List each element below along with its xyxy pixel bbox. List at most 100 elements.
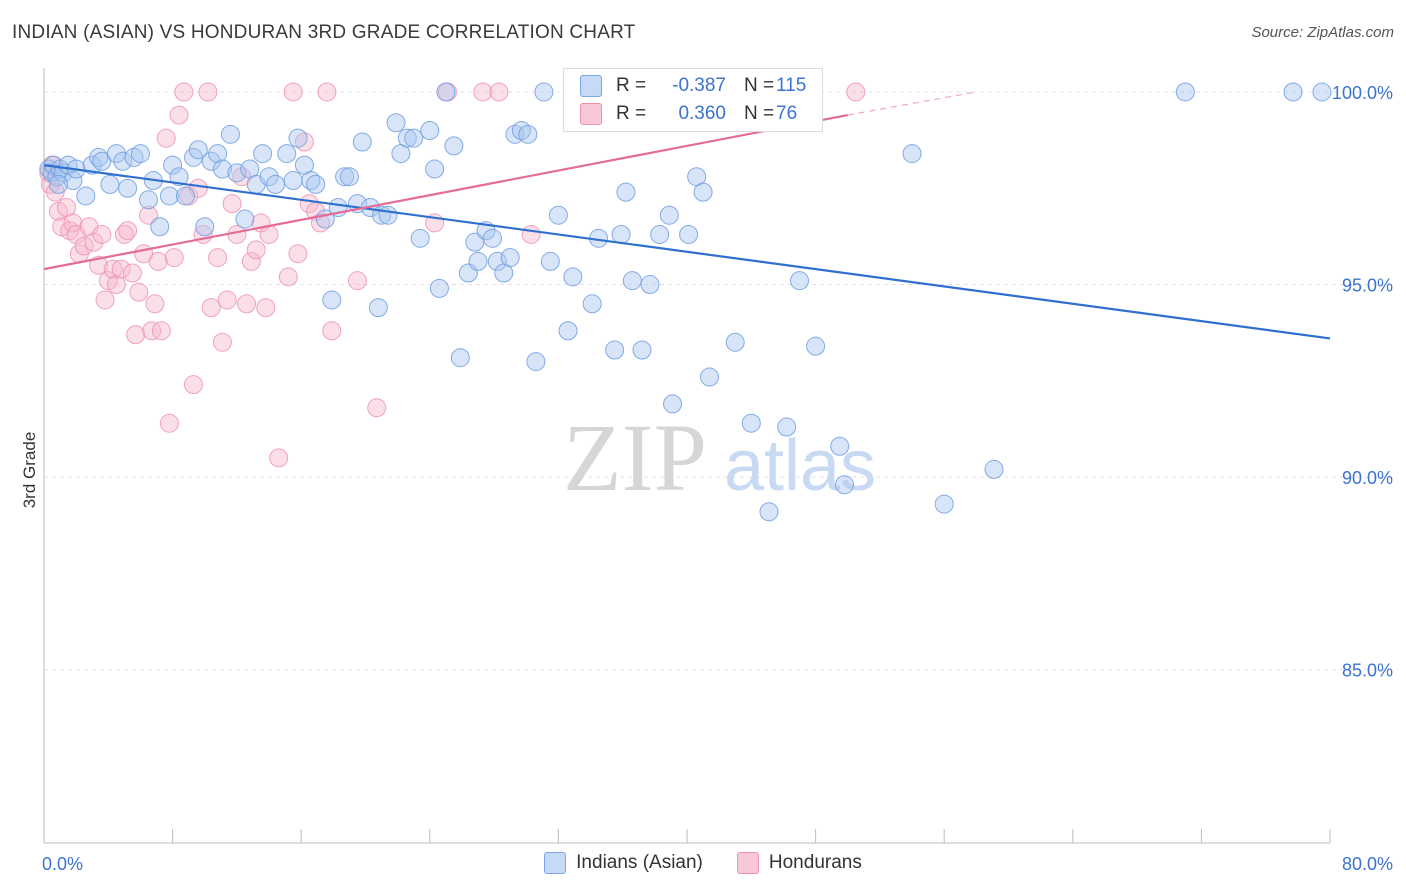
watermark-atlas: atlas bbox=[724, 426, 876, 506]
point-indians-asian bbox=[175, 186, 195, 206]
point-indians-asian bbox=[830, 436, 850, 456]
legend-swatch-blue bbox=[580, 75, 602, 97]
legend-r-label: R = bbox=[616, 75, 647, 96]
y-tick-label: 100.0% bbox=[1332, 83, 1393, 103]
point-indians-asian bbox=[227, 163, 247, 183]
point-hondurans bbox=[347, 271, 367, 291]
correlation-legend: R = -0.387 N = 115 R = 0.360 N = 76 bbox=[563, 68, 823, 132]
point-hondurans bbox=[114, 224, 134, 244]
legend-item-indians[interactable]: Indians (Asian) bbox=[544, 852, 703, 874]
chart-title: INDIAN (ASIAN) VS HONDURAN 3RD GRADE COR… bbox=[12, 22, 636, 43]
point-indians-asian bbox=[410, 228, 430, 248]
point-indians-asian bbox=[450, 348, 470, 368]
axes bbox=[43, 68, 1331, 844]
point-hondurans bbox=[118, 221, 138, 241]
trend-line-hondurans bbox=[43, 113, 848, 271]
point-indians-asian bbox=[741, 413, 761, 433]
point-indians-asian bbox=[548, 205, 568, 225]
point-indians-asian bbox=[622, 271, 642, 291]
point-indians-asian bbox=[806, 336, 826, 356]
point-hondurans bbox=[198, 82, 218, 102]
point-indians-asian bbox=[339, 167, 359, 187]
point-indians-asian bbox=[208, 144, 228, 164]
point-indians-asian bbox=[386, 113, 406, 133]
point-indians-asian bbox=[582, 294, 602, 314]
point-indians-asian bbox=[1283, 82, 1303, 102]
watermark-zip: ZIP bbox=[563, 404, 707, 511]
point-indians-asian bbox=[611, 224, 631, 244]
point-hondurans bbox=[278, 267, 298, 287]
legend-r-value: 0.360 bbox=[678, 103, 726, 124]
point-hondurans bbox=[111, 259, 131, 279]
point-indians-asian bbox=[934, 494, 954, 514]
point-hondurans bbox=[45, 182, 65, 202]
legend-item-hondurans[interactable]: Hondurans bbox=[736, 852, 862, 874]
point-hondurans bbox=[317, 82, 337, 102]
point-hondurans bbox=[142, 321, 162, 341]
point-indians-asian bbox=[220, 124, 240, 144]
point-indians-asian bbox=[259, 167, 279, 187]
point-hondurans bbox=[283, 82, 303, 102]
point-indians-asian bbox=[277, 144, 297, 164]
point-indians-asian bbox=[534, 82, 554, 102]
point-hondurans bbox=[92, 224, 112, 244]
point-hondurans bbox=[169, 105, 189, 125]
chart-source: Source: ZipAtlas.com bbox=[1251, 24, 1394, 41]
y-tick-label: 90.0% bbox=[1342, 468, 1393, 488]
point-indians-asian bbox=[235, 209, 255, 229]
trend-line-indians-asian bbox=[43, 164, 1331, 340]
legend-label-hondurans: Hondurans bbox=[768, 852, 862, 873]
point-hondurans bbox=[63, 213, 83, 233]
point-indians-asian bbox=[1175, 82, 1195, 102]
trend-line-hondurans-extension bbox=[847, 91, 977, 116]
point-hondurans bbox=[256, 298, 276, 318]
point-indians-asian bbox=[159, 186, 179, 206]
series-legend: Indians (Asian) Hondurans bbox=[0, 852, 1406, 874]
point-hondurans bbox=[288, 244, 308, 264]
point-indians-asian bbox=[118, 178, 138, 198]
point-hondurans bbox=[126, 325, 146, 345]
legend-row-indians: R = -0.387 N = 115 bbox=[580, 72, 806, 100]
y-tick-label: 95.0% bbox=[1342, 276, 1393, 296]
point-hondurans bbox=[148, 251, 168, 271]
point-indians-asian bbox=[253, 144, 273, 164]
point-hondurans bbox=[237, 294, 257, 314]
point-hondurans bbox=[201, 298, 221, 318]
point-indians-asian bbox=[605, 340, 625, 360]
point-hondurans bbox=[129, 282, 149, 302]
point-indians-asian bbox=[429, 278, 449, 298]
point-hondurans bbox=[521, 224, 541, 244]
point-indians-asian bbox=[150, 217, 170, 237]
point-indians-asian bbox=[540, 251, 560, 271]
point-indians-asian bbox=[487, 251, 507, 271]
legend-r-label: R = bbox=[616, 103, 647, 124]
point-indians-asian bbox=[526, 352, 546, 372]
point-indians-asian bbox=[500, 248, 520, 268]
legend-n-value: 115 bbox=[776, 75, 807, 96]
legend-n-label: N = bbox=[744, 103, 775, 124]
point-indians-asian bbox=[138, 190, 158, 210]
series-indians-asian bbox=[39, 82, 1332, 522]
point-indians-asian bbox=[368, 298, 388, 318]
point-indians-asian bbox=[468, 251, 488, 271]
point-indians-asian bbox=[693, 182, 713, 202]
legend-swatch-pink bbox=[736, 852, 759, 874]
point-indians-asian bbox=[679, 224, 699, 244]
point-indians-asian bbox=[659, 205, 679, 225]
trend-lines bbox=[43, 91, 1331, 340]
point-indians-asian bbox=[169, 167, 189, 187]
point-indians-asian bbox=[563, 267, 583, 287]
point-indians-asian bbox=[163, 155, 183, 175]
point-indians-asian bbox=[632, 340, 652, 360]
point-hondurans bbox=[367, 398, 387, 418]
point-indians-asian bbox=[616, 182, 636, 202]
point-indians-asian bbox=[352, 132, 372, 152]
point-indians-asian bbox=[902, 144, 922, 164]
point-indians-asian bbox=[425, 159, 445, 179]
y-axis-label: 3rd Grade bbox=[20, 431, 39, 509]
point-indians-asian bbox=[265, 174, 285, 194]
point-hondurans bbox=[138, 205, 158, 225]
point-indians-asian bbox=[518, 124, 538, 144]
point-hondurans bbox=[159, 413, 179, 433]
